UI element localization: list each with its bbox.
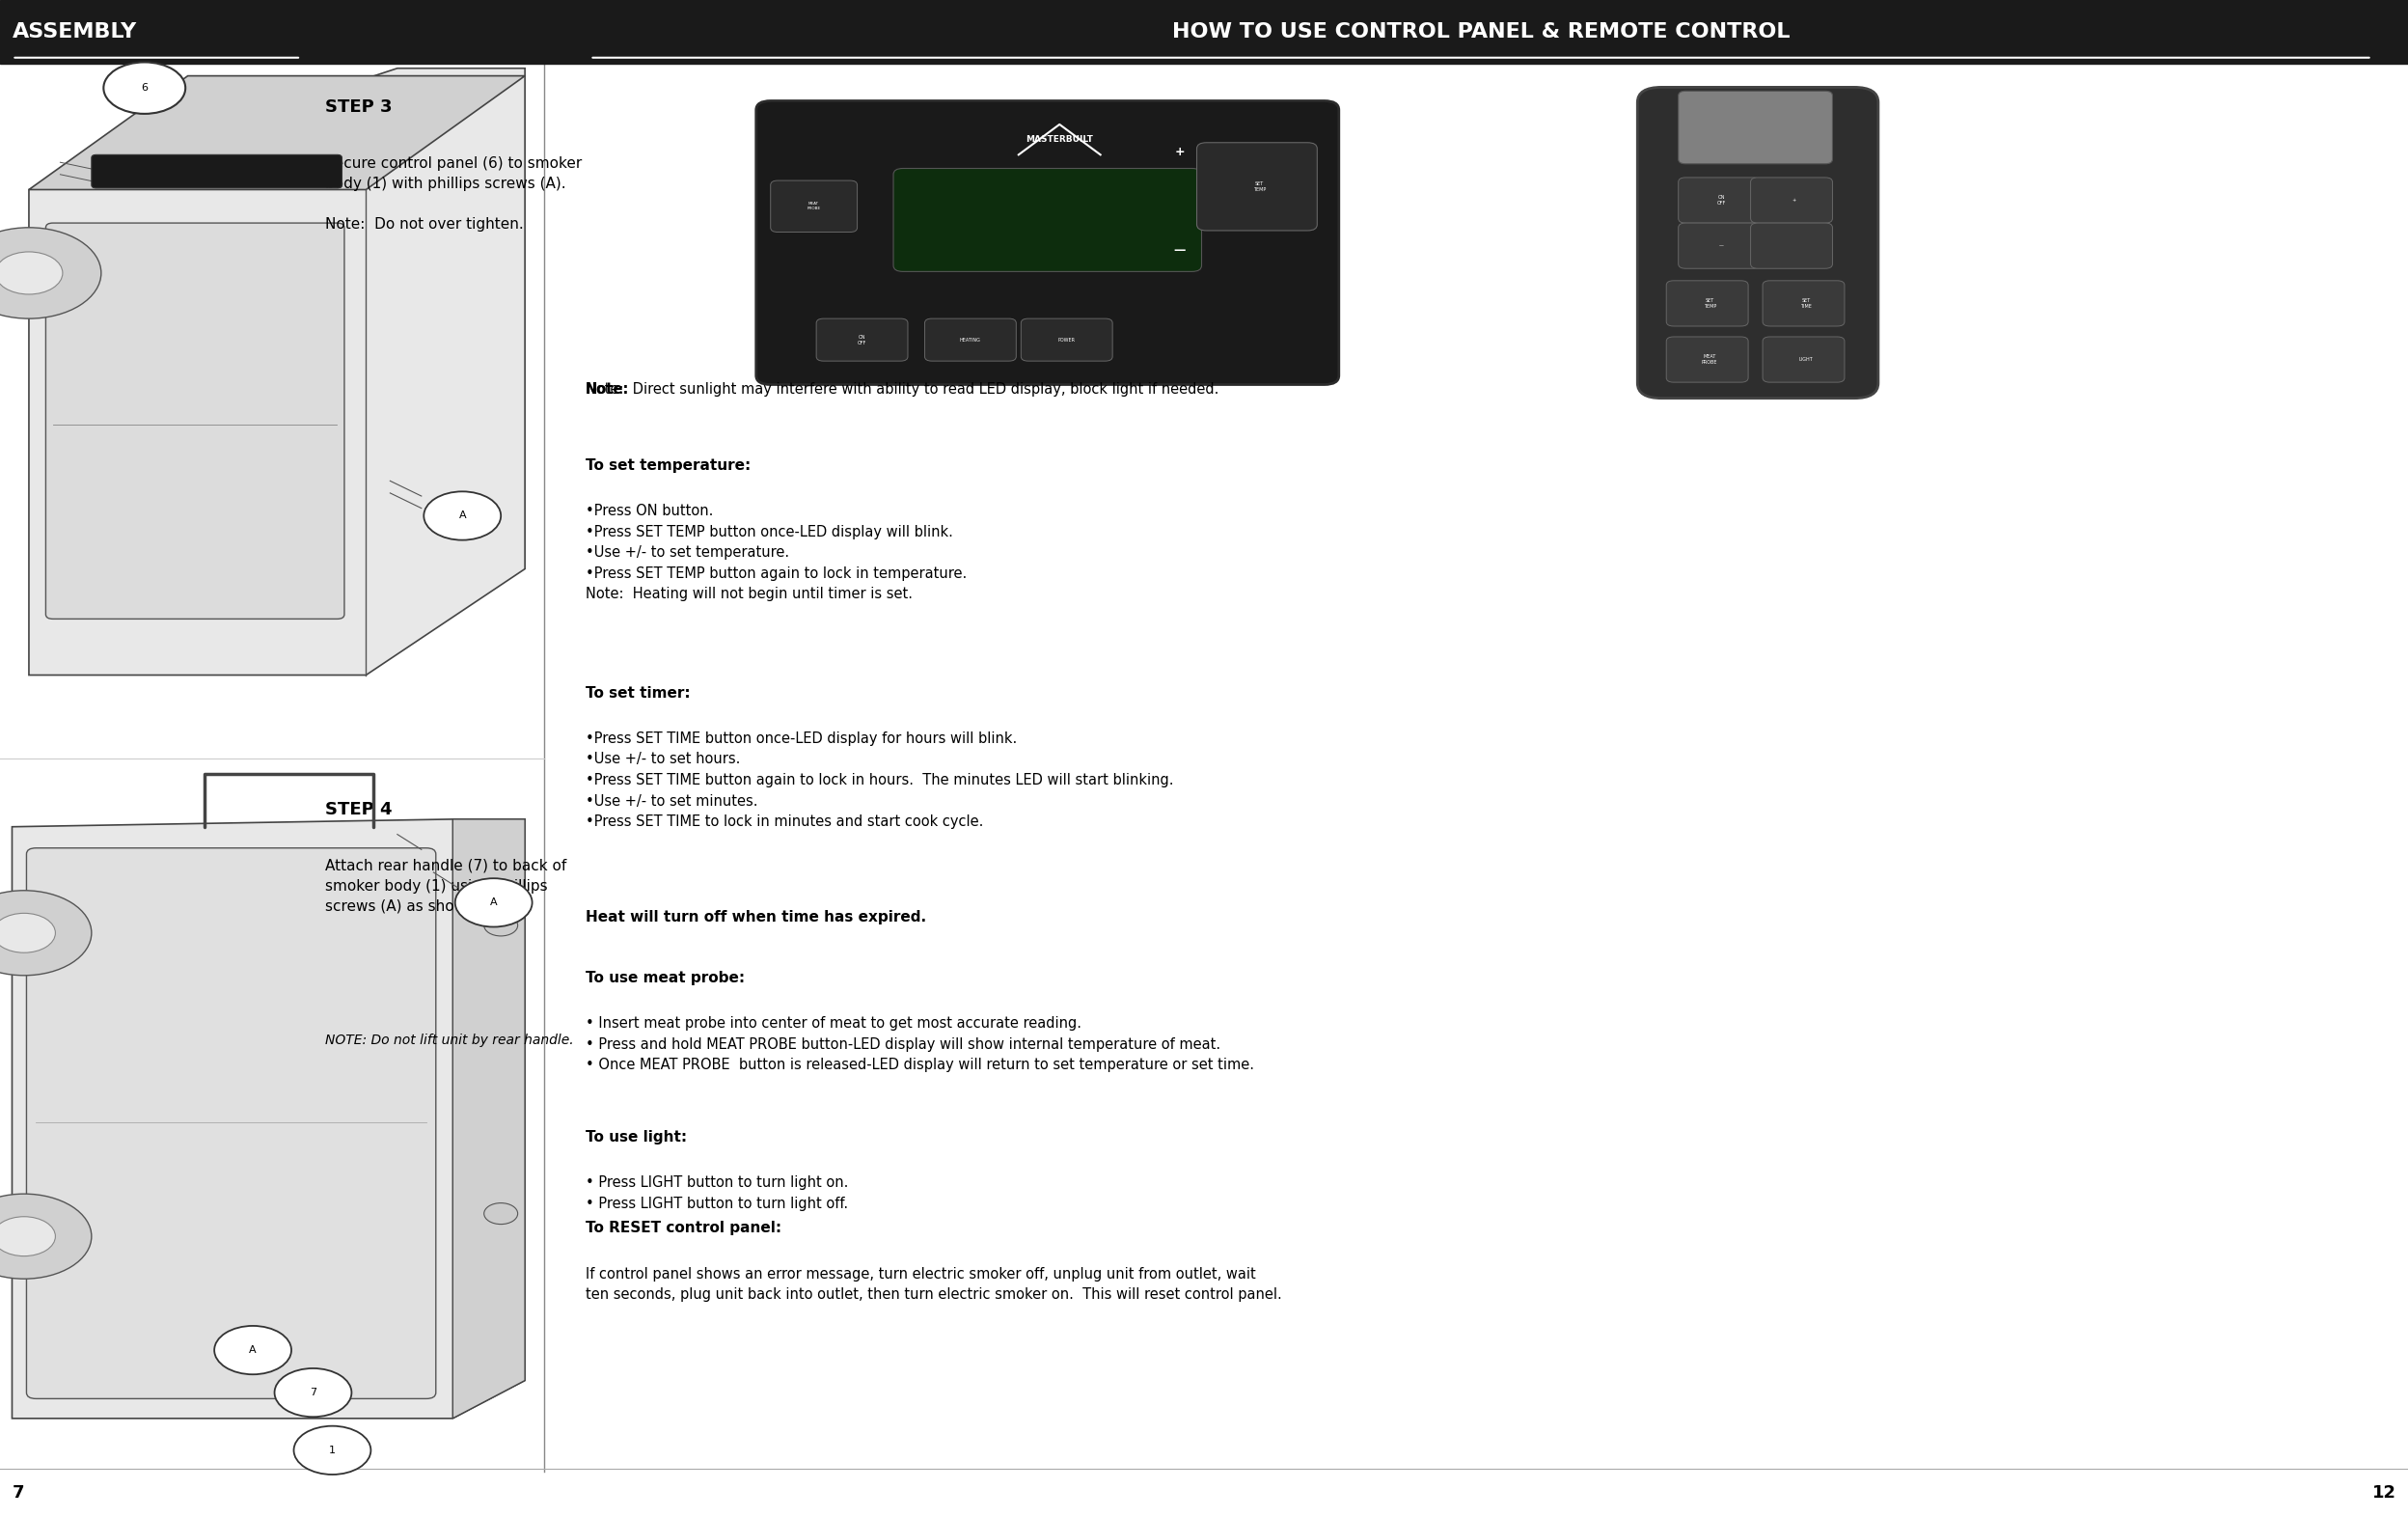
FancyBboxPatch shape [1751,177,1832,223]
Circle shape [294,1426,371,1475]
Text: 1: 1 [330,1446,335,1455]
Text: SET
TEMP: SET TEMP [1702,299,1717,308]
Polygon shape [12,819,525,1418]
Text: A: A [489,898,498,907]
FancyBboxPatch shape [1763,281,1845,326]
Text: Heat will turn off when time has expired.: Heat will turn off when time has expired… [585,910,925,925]
Text: ON
OFF: ON OFF [857,335,867,344]
Text: To set temperature:: To set temperature: [585,458,751,473]
Text: ON
OFF: ON OFF [1717,196,1727,205]
Text: 6: 6 [142,83,147,93]
Circle shape [104,62,185,114]
FancyBboxPatch shape [771,181,857,232]
Polygon shape [453,819,525,1418]
Bar [0,0,2408,64]
FancyBboxPatch shape [46,223,344,619]
Text: 7: 7 [311,1388,315,1397]
FancyBboxPatch shape [925,319,1016,361]
Text: SET
TEMP: SET TEMP [1252,182,1267,191]
Text: HOW TO USE CONTROL PANEL & REMOTE CONTROL: HOW TO USE CONTROL PANEL & REMOTE CONTRO… [1173,23,1789,41]
Text: —: — [1719,243,1724,249]
Circle shape [484,915,518,936]
Text: To use light:: To use light: [585,1130,686,1145]
Circle shape [455,878,532,927]
Text: SET
TIME: SET TIME [1801,299,1811,308]
FancyBboxPatch shape [1751,223,1832,269]
Text: To set timer:: To set timer: [585,686,691,701]
FancyBboxPatch shape [1678,223,1760,269]
FancyBboxPatch shape [1666,281,1748,326]
Text: POWER: POWER [1057,337,1076,343]
FancyBboxPatch shape [1197,143,1317,231]
Text: 12: 12 [2372,1484,2396,1502]
Text: Note:  Direct sunlight may interfere with ability to read LED display, block lig: Note: Direct sunlight may interfere with… [585,382,1218,397]
Polygon shape [29,76,525,190]
Circle shape [0,890,92,975]
Text: A: A [248,1346,258,1355]
Circle shape [275,1368,352,1417]
Circle shape [484,1203,518,1224]
Text: MEAT
PROBE: MEAT PROBE [807,202,821,211]
Text: Secure control panel (6) to smoker
body (1) with phillips screws (A).

Note:  Do: Secure control panel (6) to smoker body … [325,156,583,232]
Text: LIGHT: LIGHT [1799,356,1813,363]
FancyBboxPatch shape [92,155,342,188]
Circle shape [0,252,63,294]
Polygon shape [29,68,525,675]
Text: To RESET control panel:: To RESET control panel: [585,1221,780,1236]
FancyBboxPatch shape [1678,177,1760,223]
Text: •Press ON button.
•Press SET TEMP button once-LED display will blink.
•Use +/- t: •Press ON button. •Press SET TEMP button… [585,504,966,602]
Text: • Insert meat probe into center of meat to get most accurate reading.
• Press an: • Insert meat probe into center of meat … [585,1016,1255,1073]
Circle shape [0,1194,92,1279]
Text: —: — [1175,244,1185,256]
Text: Note:: Note: [585,382,628,397]
FancyBboxPatch shape [1021,319,1112,361]
FancyBboxPatch shape [756,100,1339,385]
Text: STEP 3: STEP 3 [325,99,393,115]
Circle shape [424,492,501,540]
FancyBboxPatch shape [1637,86,1878,397]
FancyBboxPatch shape [1763,337,1845,382]
Text: MASTERBUILT: MASTERBUILT [1026,135,1093,144]
Circle shape [214,1326,291,1374]
Text: Attach rear handle (7) to back of
smoker body (1) using phillips
screws (A) as s: Attach rear handle (7) to back of smoker… [325,859,566,913]
Text: A: A [458,511,467,520]
Text: To use meat probe:: To use meat probe: [585,971,744,986]
Text: NOTE: Do not lift unit by rear handle.: NOTE: Do not lift unit by rear handle. [325,1033,573,1047]
Circle shape [0,228,101,319]
Circle shape [0,1217,55,1256]
Text: If control panel shows an error message, turn electric smoker off, unplug unit f: If control panel shows an error message,… [585,1267,1281,1302]
Text: +: + [1792,197,1796,203]
Text: •Press SET TIME button once-LED display for hours will blink.
•Use +/- to set ho: •Press SET TIME button once-LED display … [585,731,1173,830]
Text: +: + [1175,146,1185,158]
FancyBboxPatch shape [893,168,1202,272]
Circle shape [0,913,55,953]
Text: MEAT
PROBE: MEAT PROBE [1702,355,1717,364]
FancyBboxPatch shape [1678,91,1832,164]
FancyBboxPatch shape [816,319,908,361]
Text: • Press LIGHT button to turn light on.
• Press LIGHT button to turn light off.: • Press LIGHT button to turn light on. •… [585,1176,848,1211]
Text: STEP 4: STEP 4 [325,801,393,818]
Text: ASSEMBLY: ASSEMBLY [12,23,137,41]
FancyBboxPatch shape [1666,337,1748,382]
FancyBboxPatch shape [26,848,436,1399]
Text: 7: 7 [12,1484,24,1502]
Text: HEATING: HEATING [961,337,980,343]
